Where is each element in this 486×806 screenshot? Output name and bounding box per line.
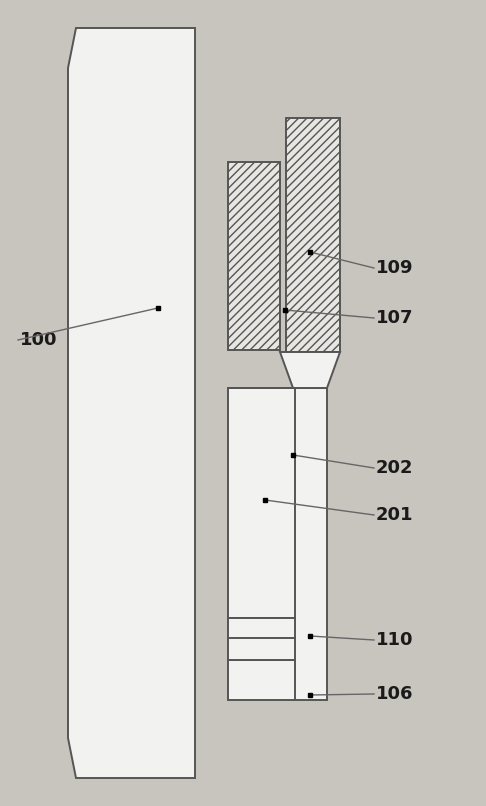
Bar <box>286 118 340 352</box>
Text: 107: 107 <box>376 309 414 327</box>
Text: 110: 110 <box>376 631 414 649</box>
Text: 109: 109 <box>376 259 414 277</box>
Bar <box>228 388 295 618</box>
Text: 100: 100 <box>20 331 57 349</box>
Text: 202: 202 <box>376 459 414 477</box>
Polygon shape <box>280 352 340 388</box>
Bar <box>228 660 295 700</box>
Polygon shape <box>68 28 195 778</box>
Bar <box>293 388 327 700</box>
Bar <box>228 618 295 660</box>
Bar <box>228 162 280 350</box>
Text: 201: 201 <box>376 506 414 524</box>
Text: 106: 106 <box>376 685 414 703</box>
